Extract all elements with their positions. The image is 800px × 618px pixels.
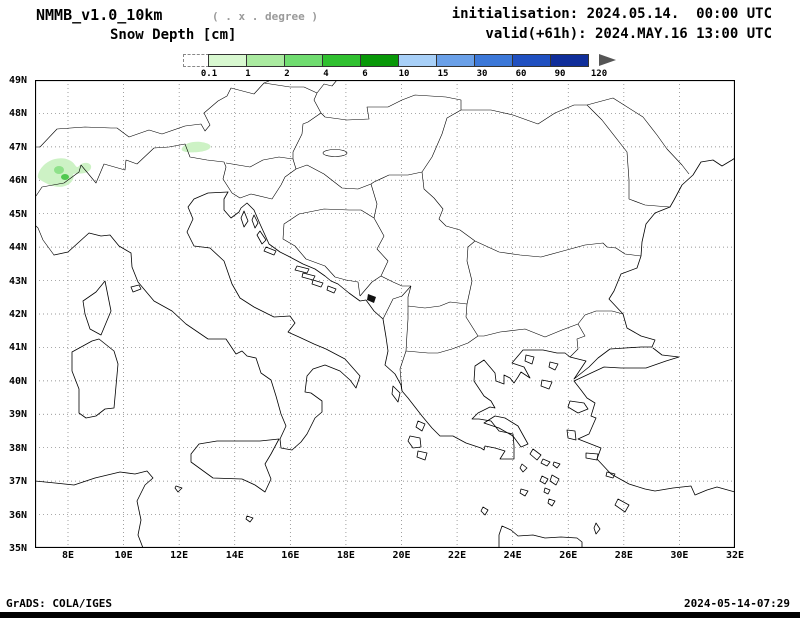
colorbar-tick-label: 0.1 (200, 69, 218, 79)
colorbar-segment-10 (550, 54, 589, 67)
initialisation-time: initialisation: 2024.05.14. 00:00 UTC (451, 6, 772, 22)
colorbar-tick-labels: 0.1 1 2 4 6 10 15 30 60 90 120 (183, 54, 643, 84)
snow-depth-shading (37, 141, 211, 187)
snow-patch-west-alps-core (61, 174, 69, 180)
lon-label-10e: 10E (114, 550, 133, 561)
map-frame (34, 79, 736, 549)
colorbar-segments (183, 54, 643, 67)
snow-patch-east-alps (181, 141, 211, 153)
lon-label-18e: 18E (336, 550, 355, 561)
lat-label-36n: 36N (8, 509, 27, 521)
lat-label-45n: 45N (8, 208, 27, 220)
lat-label-38n: 38N (8, 442, 27, 454)
lon-label-14e: 14E (225, 550, 244, 561)
lon-label-32e: 32E (725, 550, 745, 561)
lat-label-48n: 48N (8, 108, 27, 120)
lon-label-24e: 24E (503, 550, 522, 561)
borders-alps-slovenia (35, 143, 233, 256)
snow-patch-west-alps (37, 158, 92, 187)
coastline-balkans-greece-blacksea (223, 157, 736, 460)
lon-label-16e: 16E (281, 550, 300, 561)
lat-label-47n: 47N (8, 141, 27, 153)
coastlines (34, 157, 736, 549)
colorbar-tick-label: 10 (398, 69, 410, 79)
lat-label-44n: 44N (8, 242, 27, 254)
colorbar-tick-label: 90 (554, 69, 566, 79)
resolution-note: ( . x . degree ) (212, 10, 318, 23)
coastline-north-africa (34, 470, 154, 549)
grid-lines (35, 80, 736, 548)
lon-label-8e: 8E (61, 550, 75, 561)
colorbar-tick-label: 15 (437, 69, 449, 79)
lat-label-43n: 43N (8, 275, 27, 287)
creation-timestamp: 2024-05-14-07:29 (684, 597, 790, 610)
lon-label-20e: 20E (392, 550, 411, 561)
borders-central-europe (35, 79, 690, 208)
lat-label-35n: 35N (8, 542, 27, 554)
lake-skadar (367, 294, 376, 303)
colorbar-legend: 0.1 1 2 4 6 10 15 30 60 90 120 (183, 54, 643, 86)
coastline-turkey-aegean (573, 347, 736, 496)
bottom-bar (0, 612, 800, 618)
longitude-axis-labels: 8E 10E 12E 14E 16E 18E 20E 22E 24E 26E 28E 30E 32E (35, 550, 744, 564)
map-canvas (34, 79, 736, 549)
valid-time: valid(+61h): 2024.MAY.16 13:00 UTC (485, 26, 772, 42)
grads-credit: GrADS: COLA/IGES (6, 597, 112, 610)
lat-label-37n: 37N (8, 476, 27, 488)
colorbar-tick-label: 6 (362, 69, 368, 79)
lat-label-41n: 41N (8, 342, 27, 354)
country-borders (35, 79, 690, 392)
field-title: Snow Depth [cm] (110, 27, 237, 43)
borders-balkans (282, 171, 642, 392)
lat-label-40n: 40N (8, 375, 27, 387)
snow-patch-west-alps-mid (54, 166, 64, 174)
lon-label-12e: 12E (170, 550, 189, 561)
lon-label-30e: 30E (670, 550, 689, 561)
lat-label-39n: 39N (8, 409, 27, 421)
lat-label-42n: 42N (8, 308, 27, 320)
colorbar-tick-label: 60 (515, 69, 527, 79)
latitude-axis-labels: 49N 48N 47N 46N 45N 44N 43N 42N 41N 40N 39N 38N 37N 3… (0, 75, 31, 554)
lon-label-26e: 26E (559, 550, 578, 561)
lake-balaton (322, 149, 348, 157)
model-title: NMMB_v1.0_10km (36, 6, 163, 24)
map-area (34, 79, 736, 549)
colorbar-tick-label: 1 (245, 69, 251, 79)
colorbar-tick-label: 2 (284, 69, 290, 79)
lon-label-28e: 28E (614, 550, 633, 561)
colorbar-tick-label: 120 (590, 69, 608, 79)
lat-label-49n: 49N (8, 75, 27, 86)
coastline-islands (71, 210, 630, 549)
lon-label-22e: 22E (448, 550, 467, 561)
colorbar-tick-label: 4 (323, 69, 329, 79)
lat-label-46n: 46N (8, 175, 27, 187)
colorbar-overflow-arrow (599, 54, 616, 66)
colorbar-tick-label: 30 (476, 69, 488, 79)
coastline-italy (53, 191, 361, 451)
